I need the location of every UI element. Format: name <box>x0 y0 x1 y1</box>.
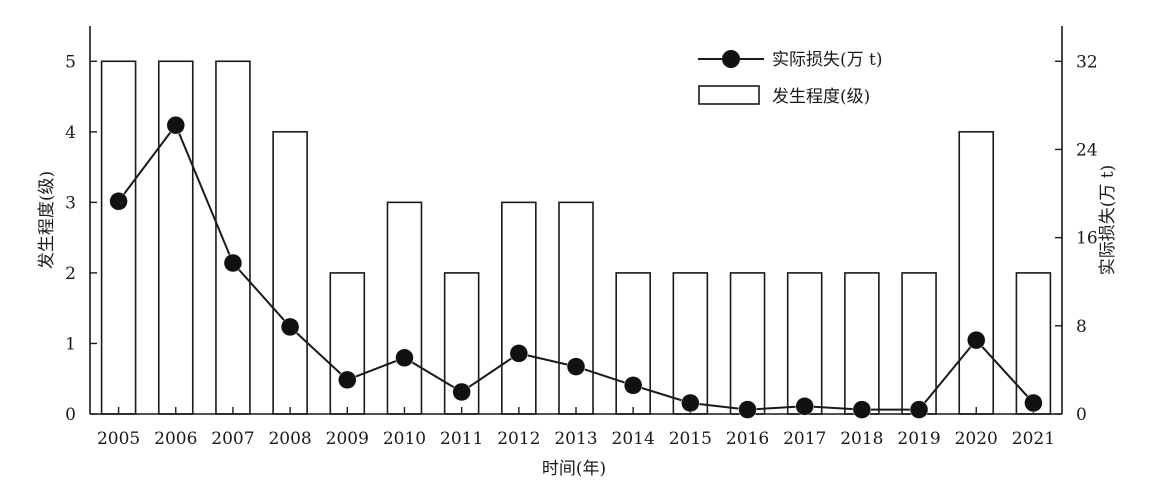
bar-2018 <box>844 272 880 415</box>
bar-2017 <box>786 272 823 415</box>
x-tick-label-2018: 2018 <box>840 429 883 449</box>
right-tick-label: 0 <box>1076 405 1087 425</box>
loss-point-2006 <box>166 115 186 135</box>
loss-point-2011 <box>452 382 471 402</box>
x-tick-label-2005: 2005 <box>97 429 140 449</box>
left-tick-label: 2 <box>65 264 76 284</box>
x-tick-label-2010: 2010 <box>383 429 426 449</box>
loss-point-2021 <box>1024 393 1043 413</box>
left-tick-label: 5 <box>65 52 76 72</box>
x-tick-labels: 2005 2006 2007 2008 2009 2010 2011 2012 2013 2014… <box>97 429 1055 449</box>
x-tick-label-2013: 2013 <box>554 429 597 449</box>
x-tick-label-2020: 2020 <box>955 429 998 449</box>
loss-point-2018 <box>852 400 872 419</box>
x-tick-label-2021: 2021 <box>1012 429 1055 449</box>
x-tick-label-2006: 2006 <box>154 429 197 449</box>
loss-point-2010 <box>395 348 414 368</box>
bar-2008 <box>272 131 308 415</box>
bar-2007 <box>215 60 251 415</box>
bar-2015 <box>672 272 709 415</box>
left-tick-label: 4 <box>65 123 76 143</box>
legend: 实际损失(万 t) 发生程度(级) <box>698 50 883 107</box>
legend-marker-swatch <box>722 50 740 68</box>
right-tick-labels: 0 8 16 24 32 <box>1076 52 1098 425</box>
loss-point-2013 <box>566 357 586 376</box>
bar-2013 <box>558 201 594 415</box>
loss-point-2017 <box>795 397 814 416</box>
bar-2005 <box>100 60 137 415</box>
loss-point-2005 <box>109 192 128 211</box>
bar-2010 <box>386 201 423 415</box>
loss-point-2009 <box>338 370 357 390</box>
loss-point-2014 <box>623 376 643 395</box>
legend-label-loss: 实际损失(万 t) <box>772 50 883 70</box>
loss-point-2016 <box>738 400 757 419</box>
loss-point-2012 <box>509 344 529 363</box>
bar-2021 <box>1015 272 1052 415</box>
loss-point-2015 <box>681 393 700 413</box>
x-tick-label-2011: 2011 <box>440 429 483 449</box>
x-tick-label-2017: 2017 <box>783 429 826 449</box>
axes <box>89 26 1063 415</box>
loss-point-2019 <box>909 400 929 419</box>
bar-2019 <box>901 272 937 415</box>
right-tick-label: 8 <box>1076 317 1087 337</box>
x-tick-label-2016: 2016 <box>726 429 769 449</box>
bar-2009 <box>329 272 366 415</box>
loss-point-2020 <box>966 330 986 350</box>
x-axis-title: 时间(年) <box>542 459 606 479</box>
left-tick-label: 1 <box>65 334 76 354</box>
x-tick-label-2015: 2015 <box>669 429 712 449</box>
bar-2016 <box>729 272 766 415</box>
loss-series <box>109 115 1043 419</box>
loss-point-2008 <box>280 317 300 337</box>
left-tick-label: 3 <box>65 193 76 213</box>
right-tick-label: 24 <box>1076 140 1098 160</box>
x-tick-label-2019: 2019 <box>897 429 940 449</box>
x-tick-label-2012: 2012 <box>497 429 540 449</box>
left-tick-label: 0 <box>65 405 76 425</box>
bar-group <box>100 60 1052 415</box>
x-tick-label-2007: 2007 <box>211 429 254 449</box>
legend-bar-swatch <box>698 85 760 105</box>
x-tick-label-2014: 2014 <box>612 429 655 449</box>
bar-2012 <box>501 201 537 415</box>
x-tick-label-2008: 2008 <box>268 429 311 449</box>
legend-label-level: 发生程度(级) <box>772 87 870 107</box>
bar-2020 <box>958 131 995 415</box>
bar-2006 <box>157 60 194 415</box>
right-tick-label: 16 <box>1076 229 1098 249</box>
right-tick-label: 32 <box>1076 52 1098 72</box>
left-axis-title: 发生程度(级) <box>37 171 57 269</box>
loss-point-2007 <box>223 253 243 273</box>
right-axis-title: 实际损失(万 t) <box>1098 165 1118 276</box>
x-tick-label-2009: 2009 <box>326 429 369 449</box>
left-tick-labels: 0 1 2 3 4 5 <box>65 52 76 425</box>
